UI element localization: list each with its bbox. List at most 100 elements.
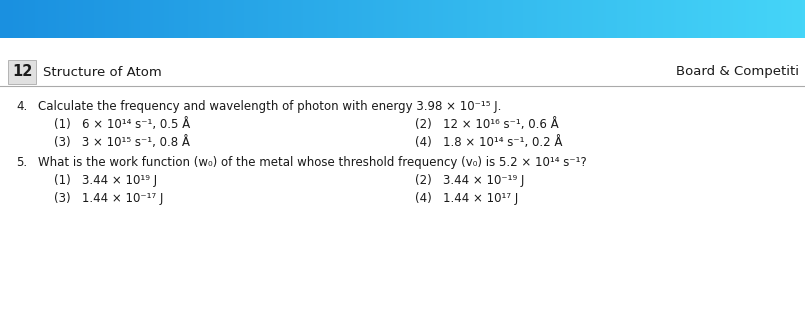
- Polygon shape: [620, 0, 622, 38]
- Polygon shape: [266, 0, 268, 38]
- Polygon shape: [767, 0, 770, 38]
- Polygon shape: [534, 0, 537, 38]
- Polygon shape: [215, 0, 217, 38]
- Polygon shape: [328, 0, 330, 38]
- Polygon shape: [8, 0, 10, 38]
- Polygon shape: [773, 0, 775, 38]
- Polygon shape: [770, 0, 773, 38]
- Polygon shape: [330, 0, 332, 38]
- Polygon shape: [105, 0, 107, 38]
- Polygon shape: [539, 0, 542, 38]
- Polygon shape: [126, 0, 129, 38]
- Polygon shape: [263, 0, 266, 38]
- Polygon shape: [6, 0, 8, 38]
- Polygon shape: [448, 0, 451, 38]
- Text: (4)   1.8 × 10¹⁴ s⁻¹, 0.2 Å: (4) 1.8 × 10¹⁴ s⁻¹, 0.2 Å: [415, 136, 563, 149]
- Polygon shape: [658, 0, 660, 38]
- Polygon shape: [564, 0, 566, 38]
- Polygon shape: [440, 0, 443, 38]
- Polygon shape: [402, 0, 405, 38]
- Polygon shape: [483, 0, 485, 38]
- Polygon shape: [300, 0, 303, 38]
- Polygon shape: [424, 0, 427, 38]
- Polygon shape: [196, 0, 199, 38]
- Polygon shape: [113, 0, 115, 38]
- Polygon shape: [510, 0, 513, 38]
- Polygon shape: [271, 0, 274, 38]
- Polygon shape: [622, 0, 625, 38]
- Polygon shape: [10, 0, 14, 38]
- Polygon shape: [630, 0, 634, 38]
- Polygon shape: [558, 0, 561, 38]
- Polygon shape: [743, 0, 746, 38]
- Polygon shape: [102, 0, 105, 38]
- Polygon shape: [795, 0, 797, 38]
- Polygon shape: [634, 0, 636, 38]
- Polygon shape: [99, 0, 102, 38]
- Polygon shape: [368, 0, 370, 38]
- Polygon shape: [282, 0, 284, 38]
- Polygon shape: [314, 0, 316, 38]
- Polygon shape: [553, 0, 555, 38]
- Polygon shape: [746, 0, 749, 38]
- Polygon shape: [706, 0, 708, 38]
- Polygon shape: [499, 0, 502, 38]
- Polygon shape: [719, 0, 722, 38]
- Polygon shape: [46, 0, 48, 38]
- Polygon shape: [376, 0, 378, 38]
- Polygon shape: [580, 0, 582, 38]
- Polygon shape: [244, 0, 247, 38]
- Polygon shape: [35, 0, 38, 38]
- Polygon shape: [652, 0, 654, 38]
- Polygon shape: [566, 0, 569, 38]
- Polygon shape: [497, 0, 499, 38]
- Polygon shape: [228, 0, 231, 38]
- Polygon shape: [32, 0, 35, 38]
- Polygon shape: [389, 0, 392, 38]
- Text: (2)   3.44 × 10⁻¹⁹ J: (2) 3.44 × 10⁻¹⁹ J: [415, 174, 524, 187]
- Polygon shape: [609, 0, 612, 38]
- Polygon shape: [287, 0, 290, 38]
- Polygon shape: [97, 0, 99, 38]
- Polygon shape: [169, 0, 171, 38]
- Polygon shape: [123, 0, 126, 38]
- Polygon shape: [638, 0, 642, 38]
- Polygon shape: [695, 0, 698, 38]
- Polygon shape: [336, 0, 338, 38]
- FancyBboxPatch shape: [8, 60, 36, 84]
- Polygon shape: [445, 0, 448, 38]
- Polygon shape: [312, 0, 314, 38]
- Text: Structure of Atom: Structure of Atom: [43, 66, 162, 78]
- Polygon shape: [115, 0, 118, 38]
- Polygon shape: [654, 0, 658, 38]
- Polygon shape: [537, 0, 539, 38]
- Polygon shape: [783, 0, 786, 38]
- Polygon shape: [284, 0, 287, 38]
- Polygon shape: [427, 0, 429, 38]
- Polygon shape: [370, 0, 373, 38]
- Polygon shape: [341, 0, 344, 38]
- Polygon shape: [529, 0, 531, 38]
- Polygon shape: [687, 0, 690, 38]
- Polygon shape: [147, 0, 151, 38]
- Polygon shape: [75, 0, 78, 38]
- Polygon shape: [239, 0, 241, 38]
- Polygon shape: [679, 0, 682, 38]
- Polygon shape: [502, 0, 505, 38]
- Polygon shape: [175, 0, 177, 38]
- Polygon shape: [682, 0, 684, 38]
- Polygon shape: [193, 0, 196, 38]
- Polygon shape: [137, 0, 139, 38]
- Polygon shape: [585, 0, 588, 38]
- Polygon shape: [636, 0, 638, 38]
- Polygon shape: [209, 0, 212, 38]
- Polygon shape: [762, 0, 765, 38]
- Polygon shape: [110, 0, 113, 38]
- Polygon shape: [459, 0, 461, 38]
- Polygon shape: [421, 0, 424, 38]
- Polygon shape: [212, 0, 215, 38]
- Polygon shape: [236, 0, 239, 38]
- Polygon shape: [354, 0, 357, 38]
- Polygon shape: [791, 0, 795, 38]
- Polygon shape: [56, 0, 59, 38]
